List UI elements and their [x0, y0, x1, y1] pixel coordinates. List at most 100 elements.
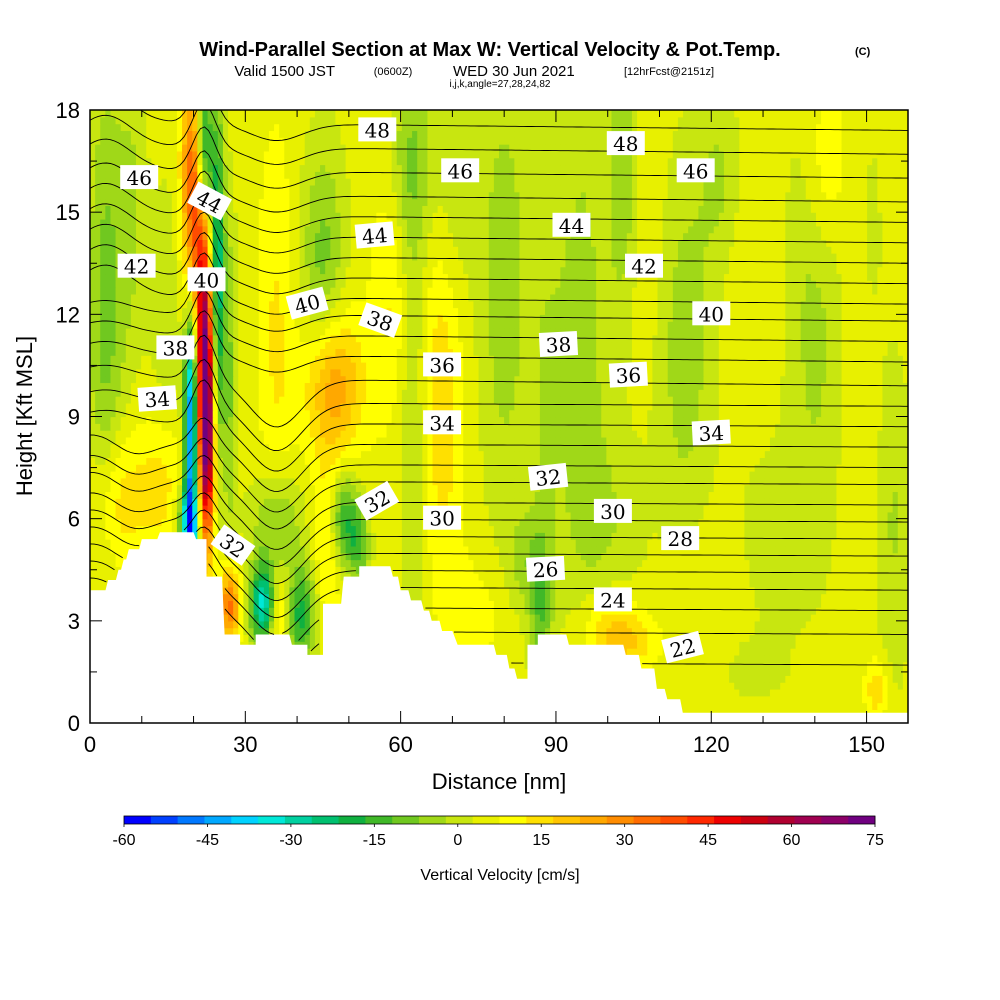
velocity-cell — [688, 573, 694, 581]
velocity-cell — [309, 525, 316, 533]
velocity-cell — [677, 695, 684, 704]
velocity-cell — [294, 545, 301, 554]
subtitle-valid: Valid 1500 JST — [234, 63, 335, 80]
velocity-cell — [795, 532, 802, 540]
velocity-cell — [274, 620, 280, 629]
velocity-cell — [693, 682, 699, 690]
velocity-cell — [713, 579, 720, 588]
velocity-cell — [882, 668, 889, 676]
velocity-cell — [734, 668, 740, 676]
velocity-cell — [238, 634, 244, 642]
velocity-cell — [555, 586, 561, 595]
velocity-cell — [432, 579, 439, 588]
velocity-cell — [769, 641, 776, 649]
velocity-cell — [381, 539, 388, 547]
velocity-cell — [841, 695, 848, 704]
velocity-cell — [821, 654, 827, 663]
velocity-cell — [815, 586, 822, 595]
velocity-cell — [289, 579, 296, 588]
velocity-cell — [320, 641, 326, 649]
velocity-cell — [826, 559, 832, 567]
velocity-cell — [529, 627, 536, 636]
velocity-cell — [478, 600, 485, 608]
velocity-cell — [810, 552, 817, 561]
velocity-cell — [861, 620, 868, 629]
velocity-cell — [447, 579, 454, 588]
velocity-cell — [289, 593, 296, 601]
velocity-cell — [744, 586, 751, 595]
velocity-cell — [412, 579, 418, 588]
velocity-cell — [534, 532, 541, 540]
velocity-cell — [493, 620, 500, 629]
velocity-cell — [703, 675, 710, 683]
velocity-cell — [729, 688, 735, 697]
velocity-cell — [652, 668, 659, 676]
velocity-cell — [769, 600, 776, 608]
velocity-cell — [238, 614, 244, 622]
velocity-cell — [683, 688, 689, 697]
velocity-cell — [887, 559, 894, 567]
velocity-cell — [810, 545, 817, 554]
velocity-cell — [785, 688, 792, 697]
velocity-cell — [314, 593, 321, 601]
velocity-cell — [545, 518, 551, 527]
velocity-cell — [621, 532, 628, 540]
velocity-cell — [95, 525, 101, 533]
velocity-cell — [499, 579, 505, 588]
velocity-cell — [545, 620, 551, 629]
velocity-cell — [95, 545, 101, 554]
velocity-cell — [463, 634, 469, 642]
velocity-cell — [284, 620, 290, 629]
velocity-cell — [146, 532, 152, 540]
velocity-cell — [258, 525, 265, 533]
velocity-cell — [867, 566, 873, 574]
velocity-cell — [749, 702, 756, 710]
velocity-cell — [304, 566, 311, 574]
velocity-cell — [263, 607, 270, 615]
velocity-cell — [693, 675, 699, 683]
velocity-cell — [642, 573, 648, 581]
velocity-cell — [642, 620, 648, 629]
velocity-cell — [703, 559, 710, 567]
velocity-cell — [488, 518, 495, 527]
velocity-cell — [815, 627, 822, 636]
velocity-cell — [902, 648, 908, 656]
velocity-cell — [90, 579, 96, 588]
velocity-cell — [698, 675, 705, 683]
velocity-cell — [836, 668, 843, 676]
velocity-cell — [841, 702, 848, 710]
velocity-cell — [253, 511, 260, 520]
velocity-cell — [861, 573, 868, 581]
velocity-cell — [780, 559, 786, 567]
velocity-cell — [452, 586, 459, 595]
velocity-cell — [785, 579, 792, 588]
velocity-cell — [810, 566, 817, 574]
velocity-cell — [729, 607, 735, 615]
velocity-cell — [376, 518, 383, 527]
velocity-cell — [335, 518, 342, 527]
velocity-cell — [647, 525, 653, 533]
velocity-cell — [785, 654, 792, 663]
velocity-cell — [233, 600, 239, 608]
velocity-cell — [693, 573, 699, 581]
velocity-cell — [401, 518, 408, 527]
velocity-cell — [882, 559, 889, 567]
velocity-cell — [488, 620, 495, 629]
velocity-cell — [683, 614, 689, 622]
velocity-cell — [320, 559, 326, 567]
velocity-cell — [304, 511, 311, 520]
velocity-cell — [769, 566, 776, 574]
velocity-cell — [652, 511, 659, 520]
velocity-cell — [892, 682, 899, 690]
velocity-cell — [207, 552, 214, 561]
velocity-cell — [892, 648, 899, 656]
velocity-cell — [769, 675, 776, 683]
velocity-cell — [734, 675, 740, 683]
velocity-cell — [856, 695, 863, 704]
velocity-cell — [652, 607, 659, 615]
velocity-cell — [729, 634, 735, 642]
velocity-cell — [693, 586, 699, 595]
velocity-cell — [800, 600, 807, 608]
velocity-cell — [406, 532, 413, 540]
velocity-cell — [539, 539, 546, 547]
